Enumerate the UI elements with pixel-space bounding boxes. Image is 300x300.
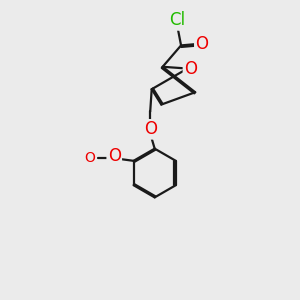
Text: Cl: Cl — [169, 11, 186, 29]
Text: O: O — [195, 35, 208, 53]
Text: O: O — [184, 59, 197, 77]
Text: O: O — [108, 147, 121, 165]
Text: O: O — [144, 120, 157, 138]
Text: O: O — [85, 152, 96, 166]
